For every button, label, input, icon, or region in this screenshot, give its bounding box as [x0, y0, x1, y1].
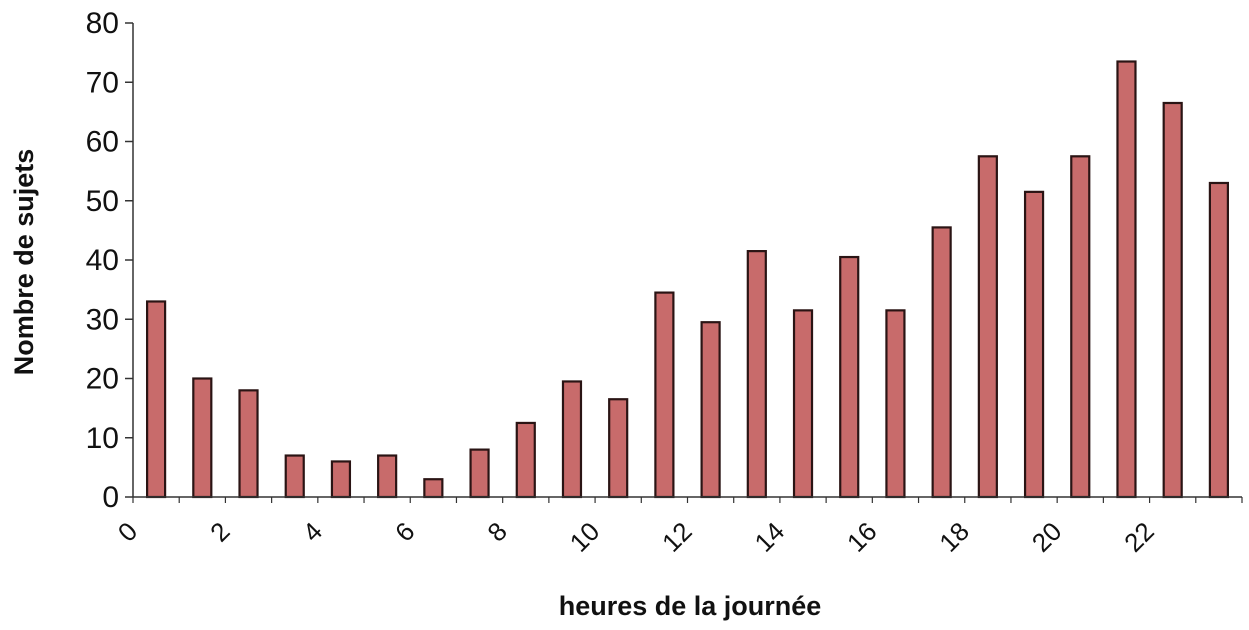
- x-tick-label: 22: [1118, 516, 1160, 558]
- y-tick-label: 70: [86, 66, 119, 99]
- x-tick-label: 6: [389, 516, 420, 547]
- bar-hour-15: [839, 255, 860, 499]
- y-tick-label: 30: [86, 303, 119, 336]
- bar-hour-12: [700, 321, 721, 499]
- y-axis-ticks: 0 10 20 30 40 50 60 70 80: [86, 7, 133, 514]
- y-tick-label: 20: [86, 363, 119, 396]
- x-tick-label: 14: [748, 516, 790, 558]
- bar-hour-18: [977, 155, 998, 499]
- bars: [146, 60, 1229, 499]
- y-tick-label: 60: [86, 126, 119, 159]
- x-tick-label: 18: [933, 516, 975, 558]
- bar-hour-23: [1208, 181, 1229, 499]
- bar-hour-3: [284, 454, 305, 499]
- y-tick-label: 50: [86, 185, 119, 218]
- y-tick-label: 80: [86, 7, 119, 40]
- bar-hour-1: [192, 377, 213, 499]
- bar-hour-6: [423, 478, 444, 499]
- bar-hour-19: [1023, 190, 1045, 499]
- x-tick-label: 0: [112, 516, 143, 547]
- bar-hour-10: [608, 398, 629, 499]
- bar-hour-16: [885, 309, 906, 499]
- bar-hour-8: [515, 421, 536, 499]
- bar-hour-0: [146, 300, 167, 499]
- bar-hour-21: [1116, 60, 1137, 499]
- bar-hour-20: [1070, 155, 1091, 499]
- bar-hour-7: [469, 448, 490, 499]
- bar-hour-22: [1162, 101, 1183, 499]
- bar-hour-11: [654, 291, 675, 499]
- bar-hour-5: [377, 454, 398, 499]
- x-axis-title: heures de la journée: [559, 591, 822, 621]
- bar-hour-17: [931, 226, 952, 499]
- bar-hour-2: [238, 389, 259, 499]
- x-tick-label: 8: [481, 516, 512, 547]
- x-tick-label: 10: [564, 516, 606, 558]
- bar-hour-4: [330, 460, 352, 499]
- y-tick-label: 10: [86, 422, 119, 455]
- y-tick-label: 0: [102, 481, 119, 514]
- bar-hour-9: [561, 380, 583, 499]
- x-tick-label: 16: [841, 516, 883, 558]
- x-tick-label: 2: [204, 516, 235, 547]
- y-axis-title: Nombre de sujets: [9, 149, 39, 376]
- x-tick-label: 20: [1026, 516, 1068, 558]
- x-axis-ticks: 0 2 4 6 8 10 12 14 16 18 20 22: [112, 497, 1243, 558]
- bar-hour-13: [746, 250, 767, 499]
- x-tick-label: 4: [297, 516, 328, 547]
- x-tick-label: 12: [656, 516, 698, 558]
- y-tick-label: 40: [86, 244, 119, 277]
- bar-hour-14: [792, 309, 814, 499]
